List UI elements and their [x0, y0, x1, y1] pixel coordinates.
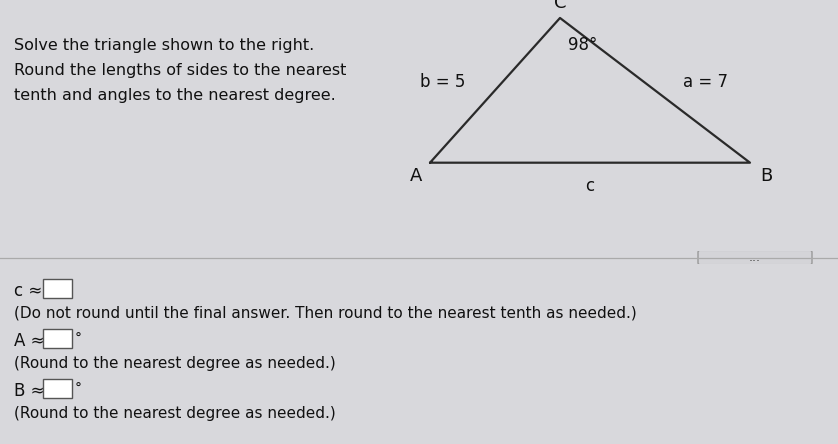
FancyBboxPatch shape [44, 329, 72, 349]
FancyBboxPatch shape [44, 279, 72, 298]
Text: (Do not round until the final answer. Then round to the nearest tenth as needed.: (Do not round until the final answer. Th… [14, 306, 637, 321]
Text: B: B [760, 166, 773, 185]
Text: °: ° [75, 382, 82, 396]
Text: tenth and angles to the nearest degree.: tenth and angles to the nearest degree. [14, 88, 336, 103]
FancyBboxPatch shape [698, 250, 812, 265]
Text: b = 5: b = 5 [420, 73, 465, 91]
Text: °: ° [75, 332, 82, 346]
Text: (Round to the nearest degree as needed.): (Round to the nearest degree as needed.) [14, 406, 336, 421]
Text: 98°: 98° [568, 36, 597, 54]
Text: (Round to the nearest degree as needed.): (Round to the nearest degree as needed.) [14, 356, 336, 371]
Text: c: c [586, 177, 595, 194]
Text: C: C [554, 0, 566, 12]
Text: Round the lengths of sides to the nearest: Round the lengths of sides to the neares… [14, 63, 346, 78]
Text: c ≈: c ≈ [14, 282, 48, 300]
Text: A: A [410, 166, 422, 185]
FancyBboxPatch shape [44, 380, 72, 399]
Text: B ≈: B ≈ [14, 382, 49, 400]
Text: Solve the triangle shown to the right.: Solve the triangle shown to the right. [14, 38, 314, 53]
Text: ...: ... [749, 251, 761, 264]
Text: A ≈: A ≈ [14, 332, 49, 350]
Text: a = 7: a = 7 [683, 73, 728, 91]
